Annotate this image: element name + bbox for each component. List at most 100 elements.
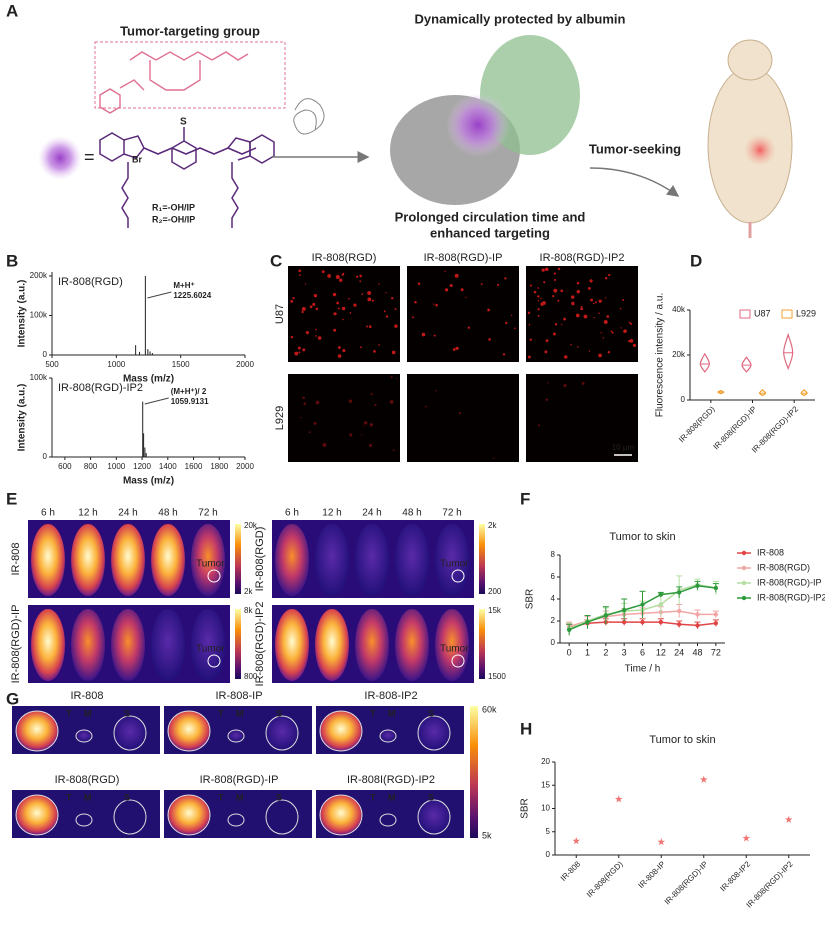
y-tick-label: 0 [551,638,556,647]
cell-signal [455,346,459,351]
organ-tumor [167,710,211,752]
legend-label: IR-808(RGD)-IP2 [757,592,825,602]
colorbar [235,609,241,679]
x-tick-label: IR-808-IP [637,860,668,891]
y-tick-label: 8 [551,550,556,559]
tile-label: IR-808 [70,690,103,702]
cell-signal [349,433,353,437]
point [640,602,645,607]
tumor-label: Tumor [440,559,469,570]
point [658,592,664,597]
cell-signal [434,389,437,392]
point [699,775,708,783]
label: Dynamically protected by albumin [415,11,626,26]
column-label: IR-808(RGD)-IP2 [540,252,625,264]
organ-skin [417,715,451,751]
x-tick-label: 1200 [133,462,151,471]
x-tick-label: IR-808(RGD)-IP [711,405,758,452]
organ-label: M [388,708,396,718]
violin [699,352,710,373]
tile-label: IR-808(RGD) [55,774,120,786]
cell-signal [304,283,307,285]
point [695,623,700,628]
group-label: IR-808(RGD) [254,527,266,592]
x-tick-label: 0 [567,647,572,657]
tumor-roi [207,569,221,583]
annotation-line [147,291,172,299]
colorbar-label: 800 [244,672,258,681]
organ-label: S [428,792,434,802]
cell-signal [607,350,611,354]
mouse-image [355,609,389,681]
cell-signal [305,331,309,335]
cell-signal [396,377,398,379]
y-tick-label: 2 [551,616,556,625]
cell-signal [290,299,294,303]
panel-label: H [520,719,532,738]
mouse-image [31,524,65,596]
point [566,627,572,632]
organ-label: S [124,708,130,718]
micrograph [526,374,638,462]
mouse-image [191,609,225,681]
organ-tumor [319,794,363,836]
cell-signal [317,336,322,340]
annotation-line [144,397,169,405]
cell-signal [600,332,602,334]
point [676,590,682,595]
chart-title: Tumor to skin [649,734,715,746]
cell-signal [309,305,313,309]
cell-signal [337,354,342,358]
cell-signal [313,421,317,425]
cell-signal [361,293,364,296]
cell-signal [563,317,566,321]
cell-signal [333,328,337,332]
cell-signal [460,288,464,292]
cell-signal [502,353,506,356]
point [621,619,627,625]
cell-signal [368,443,373,448]
x-tick-label: IR-808(RGD) [677,404,717,444]
cell-signal [394,308,397,311]
albumin-small [293,98,325,135]
y-tick-label: 20k [672,350,686,359]
label: enhanced targeting [430,225,550,240]
organ-tumor [319,710,363,752]
cell-signal [444,288,449,292]
cell-signal [571,301,575,306]
mouse-image [151,609,185,681]
point [640,619,645,625]
mouse-image [355,524,389,596]
mouse-image [275,609,309,681]
y-tick-label: 6 [551,572,556,581]
cell-signal [297,346,301,350]
tile-label: IR-808(RGD)-IP [200,774,279,786]
violin [800,389,808,397]
organ-label: T [218,708,224,718]
time-label: 72 h [442,508,461,519]
cell-signal [560,289,564,293]
column-label: IR-808(RGD) [312,252,377,264]
cell-signal [514,327,516,330]
cell-signal [444,270,446,273]
point [742,834,751,842]
x-tick-label: 3 [622,647,627,657]
panel-label: G [6,689,19,708]
y-tick-label: 5 [546,827,551,836]
cell-signal [414,300,417,304]
target-box [94,41,286,109]
x-tick-label: IR-808-IP2 [718,859,752,893]
cell-signal [577,346,579,348]
cell-signal [394,324,398,328]
cell-signal [492,457,495,460]
cell-signal [576,281,580,285]
cell-signal [341,306,346,311]
cell-signal [337,307,340,310]
label: R₁=-OH/IP [152,202,195,212]
mouse-image [111,524,145,596]
organ-label: M [236,792,244,802]
time-label: 12 h [322,508,341,519]
cell-signal [608,273,611,277]
point [676,622,682,627]
cell-signal [611,331,614,334]
